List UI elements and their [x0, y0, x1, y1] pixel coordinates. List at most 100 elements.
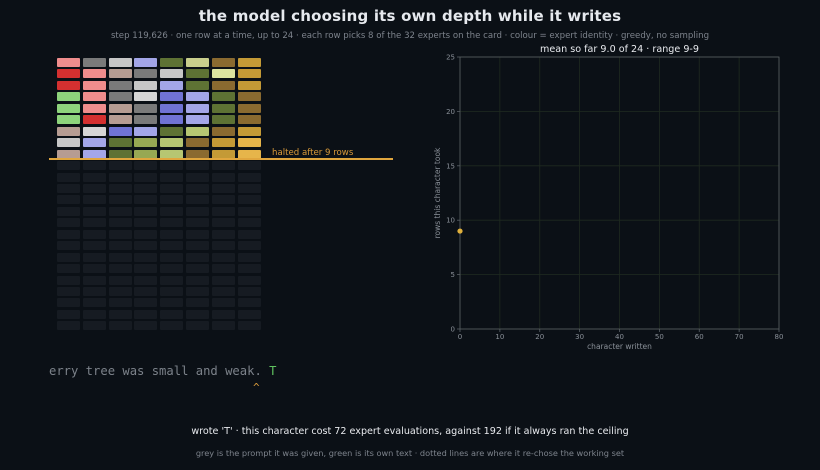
- expert-cell: [237, 115, 261, 125]
- empty-cell: [211, 287, 235, 296]
- empty-cell: [134, 218, 158, 228]
- expert-cell: [57, 80, 80, 90]
- expert-cell: [108, 149, 132, 159]
- expert-cell: [211, 126, 235, 136]
- empty-cell: [211, 275, 235, 285]
- empty-cell: [108, 218, 132, 228]
- expert-cell: [186, 69, 209, 79]
- expert-cell: [57, 69, 80, 79]
- expert-cell: [186, 92, 209, 102]
- empty-cell: [108, 183, 132, 193]
- expert-cell: [237, 149, 261, 159]
- x-tick-label: 70: [735, 333, 744, 341]
- x-tick-label: 10: [495, 333, 504, 341]
- expert-cell: [160, 126, 184, 136]
- empty-cell: [57, 309, 80, 319]
- expert-cell: [134, 138, 158, 148]
- expert-cell: [211, 138, 235, 148]
- expert-cell: [108, 138, 132, 148]
- expert-cell: [57, 103, 80, 113]
- x-tick-label: 0: [458, 333, 462, 341]
- expert-cell: [57, 58, 80, 67]
- caret-marker: ^: [253, 381, 260, 394]
- empty-cell: [57, 195, 80, 205]
- empty-cell: [211, 298, 235, 308]
- empty-cell: [108, 241, 132, 251]
- expert-cell: [211, 149, 235, 159]
- expert-cell: [108, 126, 132, 136]
- empty-cell: [186, 218, 209, 228]
- empty-cell: [237, 275, 261, 285]
- empty-cell: [57, 287, 80, 296]
- expert-cell: [134, 69, 158, 79]
- empty-cell: [160, 172, 184, 182]
- empty-cell: [57, 229, 80, 239]
- expert-cell: [82, 92, 106, 102]
- expert-cell: [108, 115, 132, 125]
- empty-cell: [108, 195, 132, 205]
- empty-cell: [237, 206, 261, 216]
- expert-cell: [82, 58, 106, 67]
- empty-cell: [57, 298, 80, 308]
- expert-cell: [82, 149, 106, 159]
- expert-cell: [57, 115, 80, 125]
- empty-cell: [186, 206, 209, 216]
- empty-cell: [108, 172, 132, 182]
- empty-cell: [186, 172, 209, 182]
- empty-cell: [160, 287, 184, 296]
- empty-cell: [82, 321, 106, 331]
- expert-cell: [134, 92, 158, 102]
- status-line: wrote 'T' · this character cost 72 exper…: [191, 426, 629, 437]
- data-point: [457, 228, 463, 234]
- empty-cell: [82, 275, 106, 285]
- expert-cell: [160, 92, 184, 102]
- expert-cell: [160, 138, 184, 148]
- expert-cell: [134, 115, 158, 125]
- expert-cell: [237, 69, 261, 79]
- empty-cell: [134, 252, 158, 262]
- x-tick-label: 40: [615, 333, 624, 341]
- y-tick-label: 15: [446, 162, 455, 170]
- empty-cell: [82, 287, 106, 296]
- expert-cell: [134, 103, 158, 113]
- empty-cell: [237, 264, 261, 274]
- empty-cell: [82, 241, 106, 251]
- empty-cell: [82, 161, 106, 171]
- empty-cell: [211, 195, 235, 205]
- empty-cell: [108, 287, 132, 296]
- empty-cell: [82, 195, 106, 205]
- expert-cell: [186, 138, 209, 148]
- expert-cell: [82, 126, 106, 136]
- empty-cell: [237, 161, 261, 171]
- empty-cell: [82, 264, 106, 274]
- empty-cell: [237, 321, 261, 331]
- empty-cell: [160, 252, 184, 262]
- empty-cell: [211, 229, 235, 239]
- expert-cell: [134, 80, 158, 90]
- expert-cell: [108, 92, 132, 102]
- empty-cell: [211, 172, 235, 182]
- empty-cell: [186, 241, 209, 251]
- empty-cell: [108, 321, 132, 331]
- empty-cell: [237, 252, 261, 262]
- expert-cell: [186, 115, 209, 125]
- expert-cell: [186, 149, 209, 159]
- empty-cell: [237, 195, 261, 205]
- generated-text: erry tree was small and weak. T: [49, 364, 276, 378]
- empty-cell: [134, 287, 158, 296]
- empty-cell: [82, 309, 106, 319]
- empty-cell: [57, 252, 80, 262]
- expert-cell: [160, 149, 184, 159]
- empty-cell: [134, 264, 158, 274]
- empty-cell: [82, 206, 106, 216]
- empty-cell: [237, 183, 261, 193]
- expert-cell: [186, 58, 209, 67]
- expert-cell: [57, 149, 80, 159]
- own-text: T: [269, 364, 277, 378]
- expert-cell: [237, 126, 261, 136]
- empty-cell: [186, 264, 209, 274]
- expert-cell: [57, 126, 80, 136]
- empty-cell: [134, 172, 158, 182]
- expert-cell: [160, 69, 184, 79]
